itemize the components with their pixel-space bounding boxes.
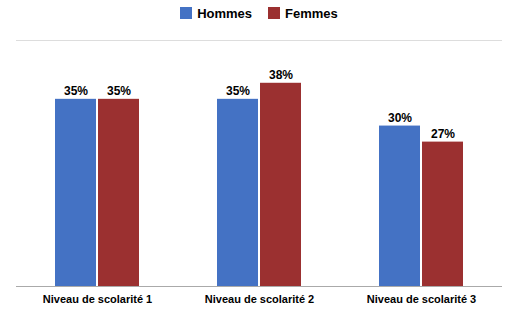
svg-text:27%: 27% <box>431 127 455 141</box>
html-text:Hommes: Hommes <box>197 5 253 21</box>
svg-text:35%: 35% <box>107 84 131 98</box>
svg-text:38%: 38% <box>269 68 293 82</box>
svg-text:Niveau de scolarité 1: Niveau de scolarité 1 <box>43 293 152 305</box>
svg-text:35%: 35% <box>226 84 250 98</box>
svg-text:30%: 30% <box>388 111 412 125</box>
html-text:Femmes: Femmes <box>285 5 338 21</box>
svg-text:35%: 35% <box>64 84 88 98</box>
svg-text:Niveau de scolarité 2: Niveau de scolarité 2 <box>205 293 314 305</box>
svg-text:Niveau de scolarité 3: Niveau de scolarité 3 <box>367 293 476 305</box>
